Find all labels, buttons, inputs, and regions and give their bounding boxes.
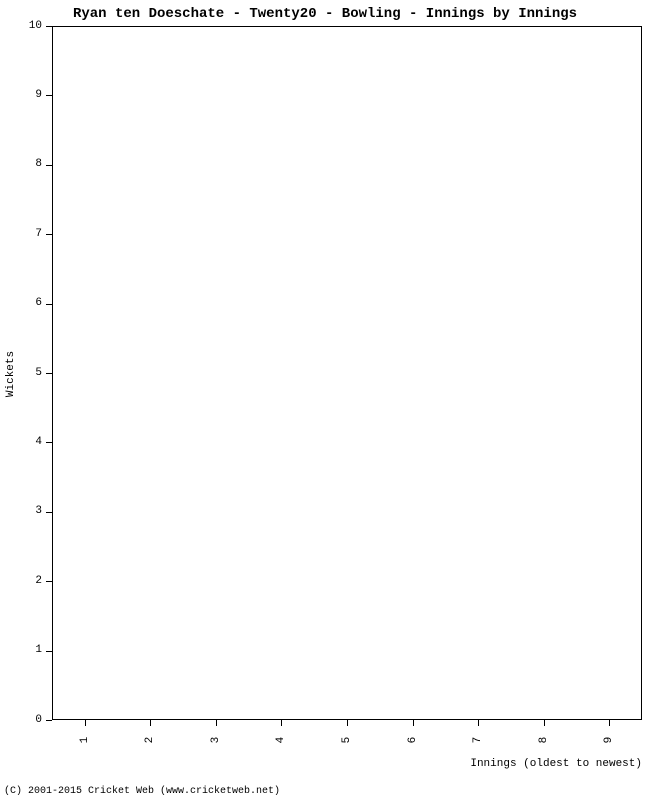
- y-tick-label: 1: [16, 644, 42, 656]
- x-tick-mark: [85, 720, 86, 726]
- y-tick-mark: [46, 720, 52, 721]
- plot-area: [52, 26, 642, 720]
- y-tick-label: 4: [16, 436, 42, 448]
- x-tick-label: 2: [144, 730, 156, 750]
- copyright-text: (C) 2001-2015 Cricket Web (www.cricketwe…: [4, 786, 280, 797]
- y-tick-label: 7: [16, 228, 42, 240]
- x-tick-label: 3: [210, 730, 222, 750]
- chart-container: Ryan ten Doeschate - Twenty20 - Bowling …: [0, 0, 650, 800]
- x-tick-mark: [150, 720, 151, 726]
- x-tick-mark: [478, 720, 479, 726]
- x-tick-mark: [609, 720, 610, 726]
- chart-title: Ryan ten Doeschate - Twenty20 - Bowling …: [0, 6, 650, 22]
- x-tick-mark: [281, 720, 282, 726]
- x-tick-mark: [413, 720, 414, 726]
- y-tick-label: 0: [16, 714, 42, 726]
- x-axis-label: Innings (oldest to newest): [342, 758, 642, 770]
- x-tick-label: 7: [472, 730, 484, 750]
- y-tick-label: 8: [16, 158, 42, 170]
- x-tick-label: 9: [603, 730, 615, 750]
- x-tick-label: 4: [275, 730, 287, 750]
- y-tick-label: 6: [16, 297, 42, 309]
- x-tick-mark: [347, 720, 348, 726]
- x-tick-label: 5: [341, 730, 353, 750]
- y-tick-label: 9: [16, 89, 42, 101]
- x-tick-label: 1: [79, 730, 91, 750]
- x-tick-mark: [216, 720, 217, 726]
- x-tick-label: 6: [407, 730, 419, 750]
- y-tick-label: 10: [16, 20, 42, 32]
- y-tick-label: 3: [16, 505, 42, 517]
- y-tick-label: 2: [16, 575, 42, 587]
- x-tick-label: 8: [538, 730, 550, 750]
- x-tick-mark: [544, 720, 545, 726]
- y-tick-label: 5: [16, 367, 42, 379]
